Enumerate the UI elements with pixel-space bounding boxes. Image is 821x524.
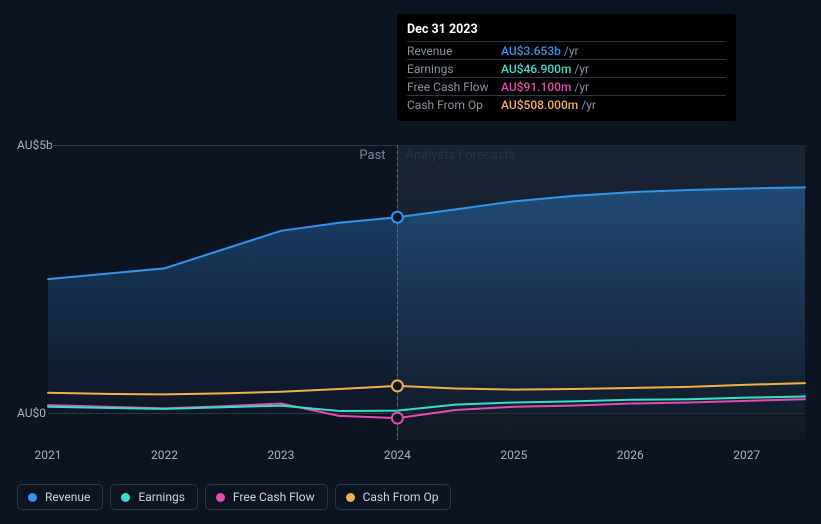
cfo-marker [392,380,403,391]
revenue-marker [392,212,403,223]
x-axis-label: 2022 [151,448,178,462]
tooltip-metric-label: Cash From Op [407,98,501,112]
tooltip-metric-label: Revenue [407,44,501,58]
plot-svg[interactable] [48,145,805,440]
fcf-marker [392,413,403,424]
tooltip-metric-value: AU$508.000m [501,98,578,112]
tooltip-row: RevenueAU$3.653b/yr [407,41,726,59]
tooltip-unit: /yr [581,98,596,112]
legend-item-fcf[interactable]: Free Cash Flow [205,484,328,510]
legend-label: Revenue [45,490,90,504]
tooltip-row: EarningsAU$46.900m/yr [407,59,726,77]
tooltip-metric-value: AU$46.900m [501,62,571,76]
legend-dot [346,493,355,502]
x-axis-label: 2027 [733,448,760,462]
tooltip-unit: /yr [574,80,589,94]
tooltip-row: Free Cash FlowAU$91.100m/yr [407,77,726,95]
legend-label: Free Cash Flow [233,490,315,504]
legend-item-revenue[interactable]: Revenue [17,484,103,510]
x-axis-label: 2026 [617,448,644,462]
tooltip-date: Dec 31 2023 [407,22,726,41]
tooltip-metric-label: Earnings [407,62,501,76]
legend-label: Cash From Op [363,490,439,504]
tooltip-metric-label: Free Cash Flow [407,80,501,94]
legend-item-cfo[interactable]: Cash From Op [335,484,452,510]
legend-dot [121,493,130,502]
legend: Revenue Earnings Free Cash Flow Cash From O… [17,484,451,510]
legend-label: Earnings [138,490,185,504]
tooltip-unit: /yr [564,44,579,58]
legend-dot [216,493,225,502]
tooltip-row: Cash From OpAU$508.000m/yr [407,95,726,113]
hover-tooltip: Dec 31 2023 RevenueAU$3.653b/yrEarningsA… [397,14,736,121]
x-axis-label: 2023 [267,448,294,462]
tooltip-metric-value: AU$3.653b [501,44,561,58]
x-axis-label: 2021 [35,448,62,462]
x-axis-label: 2025 [500,448,527,462]
legend-dot [28,493,37,502]
x-axis-label: 2024 [384,448,411,462]
tooltip-unit: /yr [574,62,589,76]
revenue-area [48,187,805,413]
legend-item-earnings[interactable]: Earnings [110,484,198,510]
tooltip-metric-value: AU$91.100m [501,80,571,94]
